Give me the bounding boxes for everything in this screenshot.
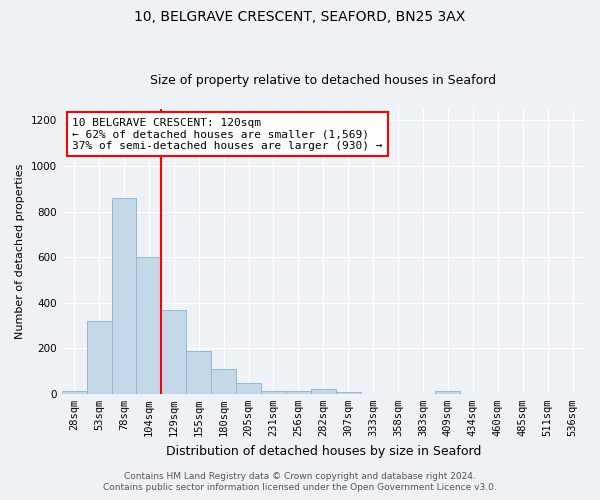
X-axis label: Distribution of detached houses by size in Seaford: Distribution of detached houses by size … [166, 444, 481, 458]
Text: Contains HM Land Registry data © Crown copyright and database right 2024.
Contai: Contains HM Land Registry data © Crown c… [103, 472, 497, 492]
Bar [62, 391, 86, 394]
Bar [86, 321, 112, 394]
Title: Size of property relative to detached houses in Seaford: Size of property relative to detached ho… [150, 74, 496, 87]
Bar [112, 198, 136, 394]
Bar [186, 350, 211, 394]
Y-axis label: Number of detached properties: Number of detached properties [15, 164, 25, 339]
Text: 10 BELGRAVE CRESCENT: 120sqm
← 62% of detached houses are smaller (1,569)
37% of: 10 BELGRAVE CRESCENT: 120sqm ← 62% of de… [72, 118, 383, 150]
Bar [211, 370, 236, 394]
Bar [161, 310, 186, 394]
Bar [311, 389, 336, 394]
Bar [261, 391, 286, 394]
Bar [436, 391, 460, 394]
Bar [236, 383, 261, 394]
Bar [286, 391, 311, 394]
Bar [336, 392, 361, 394]
Bar [136, 257, 161, 394]
Text: 10, BELGRAVE CRESCENT, SEAFORD, BN25 3AX: 10, BELGRAVE CRESCENT, SEAFORD, BN25 3AX [134, 10, 466, 24]
